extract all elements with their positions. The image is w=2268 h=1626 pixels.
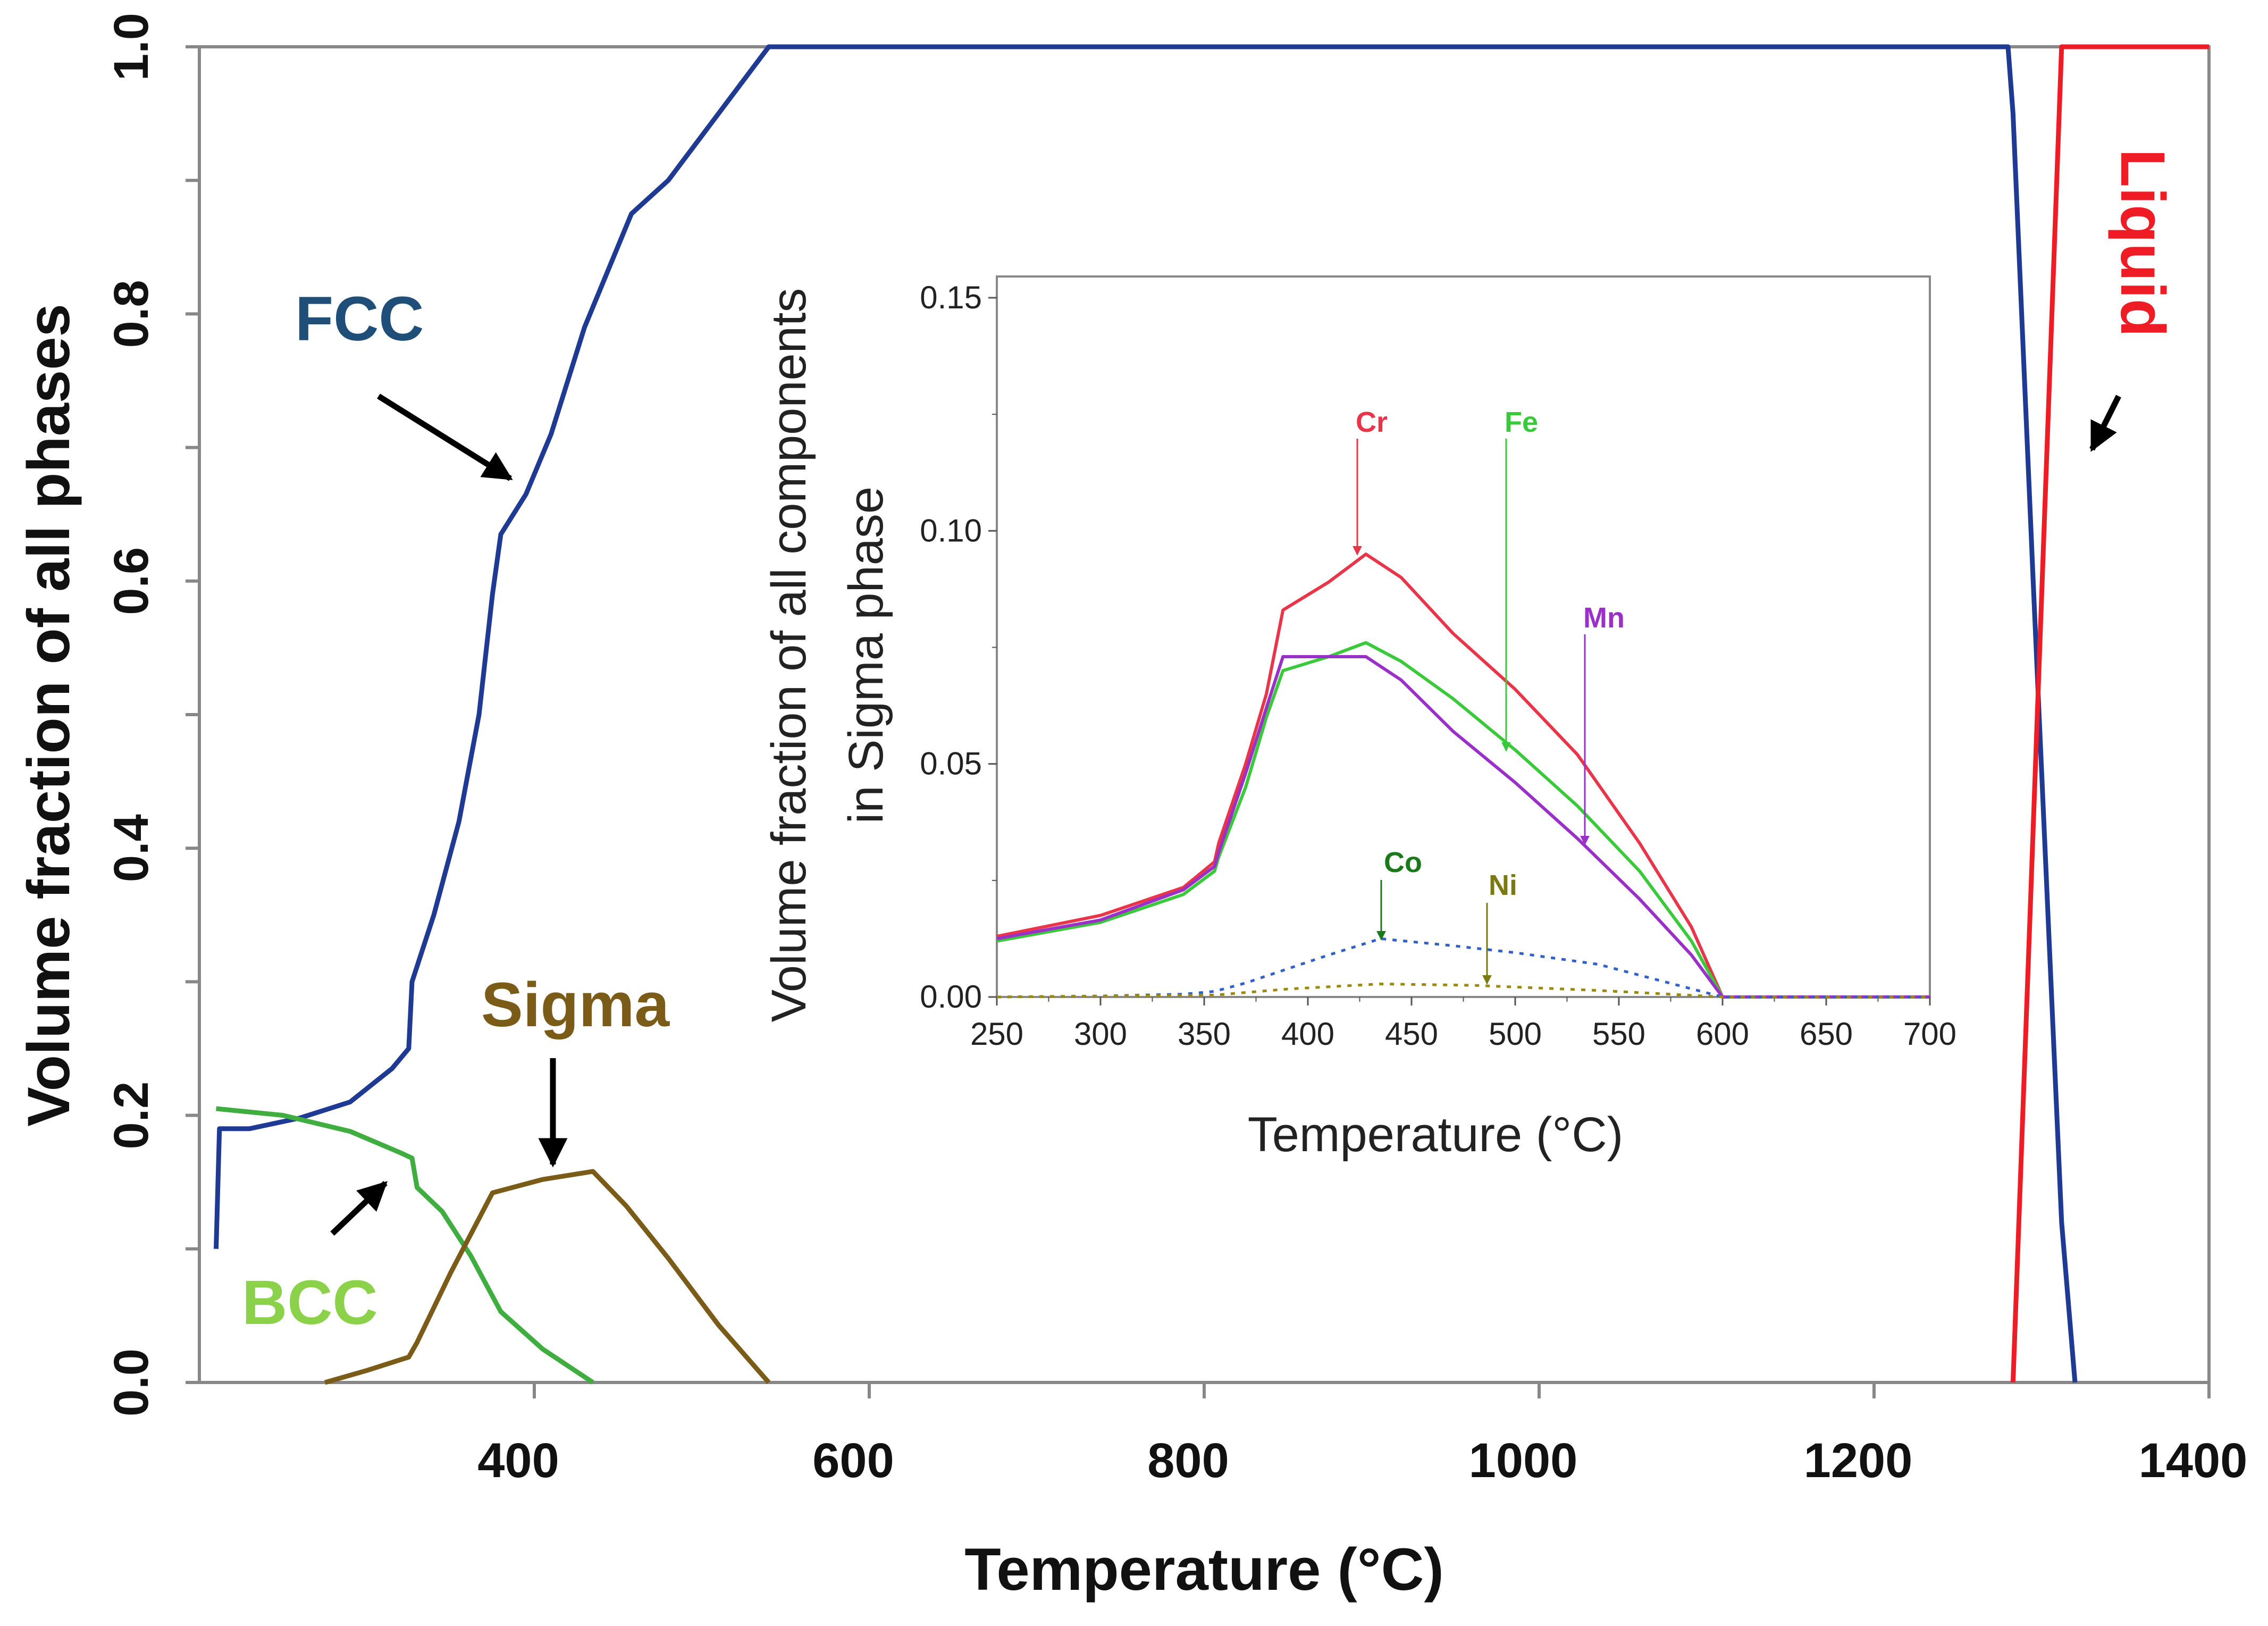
mn-label: Mn (1583, 602, 1625, 634)
inset-x-tick-label: 650 (1800, 1016, 1853, 1052)
inset-series-cr-line (996, 552, 1930, 999)
series-liquid-line (2010, 44, 2209, 1383)
main-x-tick-label: 800 (1147, 1434, 1229, 1488)
inset-y-tick-label: 0.05 (920, 746, 982, 782)
fcc-label: FCC (295, 284, 424, 354)
inset-x-tick-label: 400 (1281, 1016, 1334, 1052)
main-x-tick-label: 400 (477, 1434, 559, 1488)
inset-x-tick-label: 500 (1489, 1016, 1542, 1052)
main-series (214, 44, 2209, 1385)
main-x-tick-label: 1400 (2139, 1434, 2248, 1488)
inset-x-tick-label: 600 (1696, 1016, 1749, 1052)
main-y-tick-label: 1.0 (104, 13, 158, 81)
series-sigma-line (324, 1169, 771, 1385)
inset-series-mn-line (996, 655, 1930, 999)
co-label: Co (1384, 846, 1422, 878)
inset-x-axis-label: Temperature (°C) (1248, 1108, 1624, 1162)
inset-plot-frame (996, 275, 1931, 998)
main-plot: 400 600 800 1000 1200 14000.00.20.40.60.81.0 … (15, 13, 2247, 1603)
inset-y-tick-label: 0.00 (920, 979, 982, 1015)
bcc-arrow (330, 1181, 388, 1236)
main-x-axis-label: Temperature (°C) (964, 1536, 1444, 1603)
main-y-tick-label: 0.6 (104, 547, 158, 615)
inset-x-tick-label: 250 (970, 1016, 1023, 1052)
inset-x-tick-label: 450 (1385, 1016, 1438, 1052)
inset-series-ni-line (996, 983, 1930, 999)
bcc-label: BCC (242, 1268, 378, 1338)
main-ticks: 400 600 800 1000 1200 1400 0.0 0.2 0.4 0.6 0.8 1.0 (104, 13, 2247, 1488)
inset-y-tick-label: 0.15 (920, 280, 982, 315)
inset-x-tick-label: 300 (1074, 1016, 1127, 1052)
fe-label: Fe (1505, 406, 1538, 438)
liquid-label: Liquid (2107, 149, 2178, 337)
inset-x-tick-label: 550 (1592, 1016, 1645, 1052)
inset-x-tick-label: 350 (1178, 1016, 1231, 1052)
cr-label: Cr (1356, 406, 1388, 438)
sigma-label: Sigma (481, 970, 670, 1040)
inset-plot: 250 300 350 400 450 500 550 600 650 700 0.00 0.05 0.… (762, 275, 1956, 1162)
inset-y-axis-label-line1: Volume fraction of all components (762, 288, 816, 1022)
inset-ticks: 250 300 350 400 450 500 550 600 650 700 0.00 0.05 0.… (920, 280, 1956, 1052)
fcc-arrow (377, 393, 513, 481)
series-fcc-line (214, 44, 2078, 1383)
ni-label: Ni (1489, 869, 1517, 901)
inset-x-tick-label: 700 (1903, 1016, 1956, 1052)
main-x-tick-label: 1200 (1804, 1434, 1913, 1488)
inset-series-fe-line (996, 641, 1930, 999)
main-y-tick-label: 0.0 (104, 1348, 158, 1417)
main-x-tick-label: 1000 (1469, 1434, 1578, 1488)
main-y-axis-label: Volume fraction of all phases (15, 304, 82, 1127)
main-y-tick-label: 0.2 (104, 1082, 158, 1150)
main-x-tick-label: 600 (812, 1434, 894, 1488)
inset-series (996, 552, 1930, 999)
inset-y-axis-label-line2: in Sigma phase (839, 487, 893, 824)
series-bcc-line (216, 1106, 594, 1385)
inset-series-co-line (996, 937, 1930, 999)
inset-y-tick-label: 0.10 (920, 513, 982, 548)
main-y-tick-label: 0.8 (104, 280, 158, 348)
liquid-arrow (2089, 395, 2121, 452)
main-y-tick-label: 0.4 (104, 814, 158, 882)
